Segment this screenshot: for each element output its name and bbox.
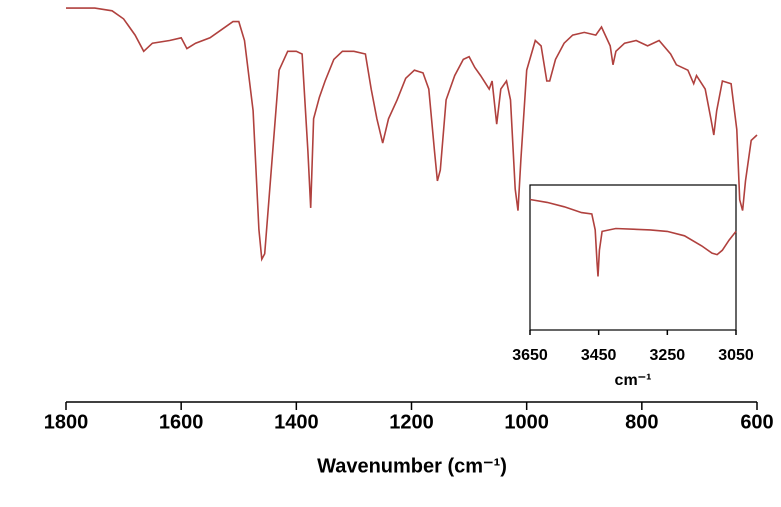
spectrum-line [66, 7, 758, 262]
x-axis-label: cm⁻¹ [615, 372, 652, 389]
x-tick-label: 1600 [159, 411, 204, 433]
x-tick-label: 3250 [650, 347, 686, 364]
x-tick-label: 1800 [44, 411, 89, 433]
x-tick-label: 1000 [504, 411, 549, 433]
spectrum-line [529, 198, 737, 277]
x-tick-label: 600 [740, 411, 773, 433]
x-tick-label: 3650 [512, 347, 548, 364]
x-tick-label: 1200 [389, 411, 434, 433]
x-tick-label: 3450 [581, 347, 617, 364]
x-tick-label: 800 [625, 411, 658, 433]
x-axis-label: Wavenumber (cm⁻¹) [317, 455, 507, 477]
x-tick-label: 3050 [718, 347, 754, 364]
x-tick-label: 1400 [274, 411, 319, 433]
inset-frame [529, 184, 737, 331]
